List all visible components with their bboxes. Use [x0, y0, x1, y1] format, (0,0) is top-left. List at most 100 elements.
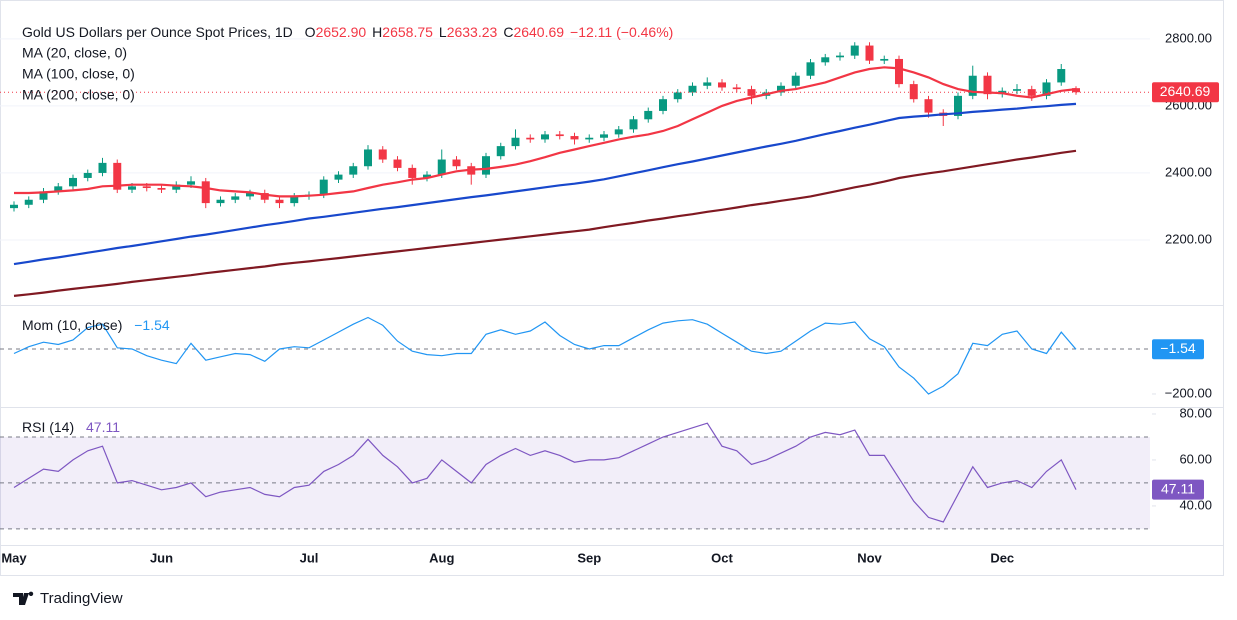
- candle-body: [747, 89, 756, 96]
- x-tick-label: Aug: [429, 550, 454, 565]
- y-tick-label: −200.00: [1165, 385, 1212, 400]
- y-tick-label: 60.00: [1179, 451, 1212, 466]
- candle-body: [39, 191, 48, 200]
- candle-body: [718, 82, 726, 88]
- candle-body: [364, 149, 372, 167]
- y-tick-label: 2800.00: [1165, 30, 1212, 45]
- candle-body: [659, 99, 667, 111]
- rsi-value: 47.11: [86, 419, 120, 435]
- candle-body: [895, 58, 903, 85]
- candle-body: [98, 162, 107, 173]
- candle-body: [777, 85, 785, 93]
- candle-body: [246, 193, 254, 197]
- legend-entry: MA (20, close, 0): [22, 45, 127, 61]
- ohlc-value: 2640.69: [513, 24, 564, 40]
- rsi-title: RSI (14): [22, 419, 74, 435]
- mom-title: Mom (10, close): [22, 317, 122, 333]
- candle-body: [924, 99, 933, 113]
- brand-logo: TradingView: [13, 590, 123, 607]
- candle-body: [880, 58, 889, 61]
- x-tick-label: Sep: [577, 550, 601, 565]
- x-tick-label: May: [1, 550, 27, 565]
- moving-average-line: [13, 102, 1077, 266]
- candle-body: [983, 75, 992, 95]
- ohlc-prefix: L: [439, 24, 447, 40]
- y-tick-label: 2200.00: [1165, 231, 1212, 246]
- last-value-label: 47.11: [1161, 480, 1195, 496]
- candle-body: [954, 95, 962, 116]
- last-value-label: −1.54: [1160, 340, 1196, 356]
- candle-body: [142, 186, 151, 189]
- candle-body: [909, 84, 918, 100]
- x-tick-label: Nov: [857, 550, 882, 565]
- candle-body: [172, 184, 181, 190]
- candle-body: [968, 75, 977, 96]
- candle-body: [54, 186, 63, 192]
- candle-body: [1042, 82, 1051, 96]
- candle-body: [452, 159, 461, 167]
- x-tick-label: Dec: [990, 550, 1014, 565]
- last-price-label: 2640.69: [1160, 83, 1211, 99]
- candle-body: [157, 188, 166, 190]
- candle-body: [423, 174, 431, 178]
- candle-body: [791, 75, 800, 86]
- candle-body: [555, 134, 564, 137]
- candle-body: [1013, 89, 1021, 91]
- y-tick-label: 40.00: [1179, 497, 1212, 512]
- moving-average-line: [13, 149, 1077, 297]
- candle-body: [378, 149, 387, 160]
- candle-body: [187, 181, 195, 185]
- candle-body: [260, 193, 269, 200]
- candle-body: [83, 172, 92, 178]
- y-tick-label: 80.00: [1179, 405, 1212, 420]
- candle-body: [614, 129, 623, 135]
- indicator-line: [13, 316, 1077, 395]
- last-value-box: [1152, 479, 1204, 500]
- ohlc-prefix: O: [305, 24, 316, 40]
- candle-body: [496, 146, 505, 157]
- candle-body: [408, 167, 417, 178]
- ohlc-value: 2652.90: [316, 24, 367, 40]
- legend-entry: MA (200, close, 0): [22, 87, 135, 103]
- last-price-box: [1152, 82, 1219, 103]
- candle-body: [1072, 88, 1080, 93]
- legend-entry: MA (100, close, 0): [22, 66, 135, 82]
- candle-body: [231, 196, 240, 200]
- ohlc-prefix: C: [503, 24, 513, 40]
- candle-body: [511, 137, 520, 147]
- candle-body: [290, 196, 299, 204]
- change-value: −12.11 (−0.46%): [570, 24, 673, 40]
- candle-body: [1027, 89, 1036, 96]
- candle-body: [216, 199, 225, 204]
- indicator-line: [13, 422, 1077, 523]
- candle-body: [10, 204, 18, 209]
- candle-body: [69, 177, 77, 187]
- candle-body: [703, 82, 712, 86]
- candle-body: [629, 119, 638, 130]
- last-value-box: [1152, 339, 1204, 360]
- candle-body: [732, 87, 741, 90]
- candle-body: [349, 166, 358, 175]
- ohlc-prefix: H: [372, 24, 382, 40]
- candle-body: [570, 136, 579, 140]
- candle-body: [850, 45, 859, 56]
- candle-body: [128, 186, 136, 190]
- candle-body: [644, 110, 653, 120]
- candle-body: [201, 181, 210, 204]
- mom-value: −1.54: [134, 317, 170, 333]
- candle-body: [275, 199, 284, 204]
- candle-body: [482, 156, 490, 175]
- text-layer: Gold US Dollars per Ounce Spot Prices, 1…: [1, 24, 1219, 565]
- mom-header: Mom (10, close) −1.54: [22, 317, 170, 333]
- x-tick-label: Oct: [711, 550, 733, 565]
- candle-body: [526, 137, 535, 140]
- candle-body: [113, 162, 122, 190]
- moving-average-line: [14, 66, 1077, 198]
- candle-body: [836, 55, 844, 58]
- candle-body: [673, 92, 682, 100]
- brand-name: TradingView: [40, 590, 123, 607]
- candle-body: [806, 62, 815, 76]
- chart-title: Gold US Dollars per Ounce Spot Prices, 1…: [22, 24, 293, 40]
